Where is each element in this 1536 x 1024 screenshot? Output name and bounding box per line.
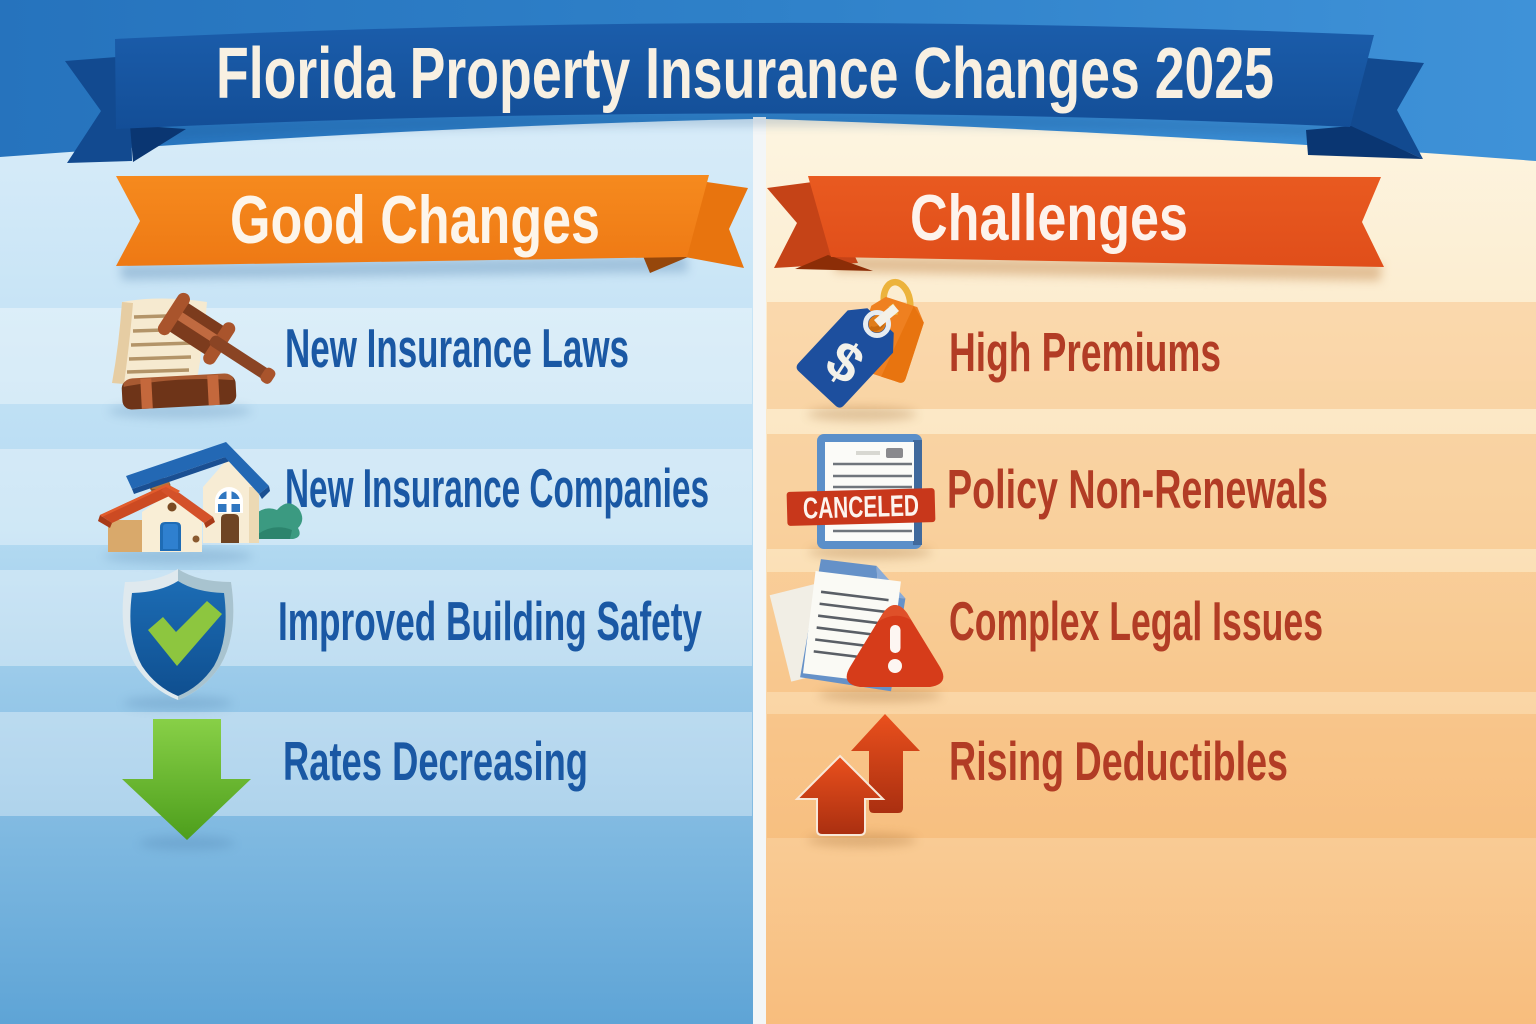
svg-text:New Insurance Companies: New Insurance Companies	[285, 457, 709, 519]
svg-text:Good Changes: Good Changes	[230, 182, 600, 258]
svg-text:Policy Non-Renewals: Policy Non-Renewals	[947, 458, 1328, 520]
svg-text:Improved Building Safety: Improved Building Safety	[278, 590, 702, 652]
svg-text:Florida Property Insurance Cha: Florida Property Insurance Changes 2025	[216, 34, 1274, 114]
svg-text:High Premiums: High Premiums	[949, 321, 1221, 383]
svg-text:New Insurance Laws: New Insurance Laws	[285, 317, 629, 379]
svg-text:Rates Decreasing: Rates Decreasing	[283, 730, 588, 792]
svg-text:Rising Deductibles: Rising Deductibles	[949, 730, 1288, 792]
svg-text:Complex Legal Issues: Complex Legal Issues	[949, 590, 1323, 652]
svg-text:CANCELED: CANCELED	[803, 489, 920, 525]
svg-text:Challenges: Challenges	[910, 181, 1188, 254]
